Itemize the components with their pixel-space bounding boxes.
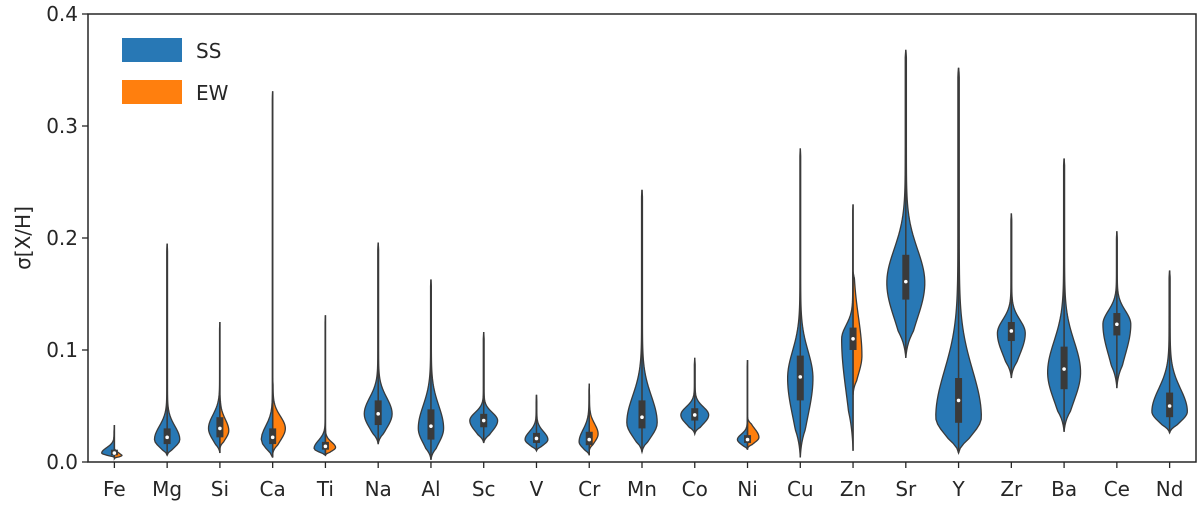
x-tick-label-sc: Sc: [472, 477, 496, 501]
median-dot-fe: [112, 451, 117, 455]
legend-label-ew: EW: [196, 81, 229, 105]
legend-swatch-ew: [122, 80, 182, 104]
x-tick-label-ce: Ce: [1104, 477, 1130, 501]
x-tick-label-al: Al: [421, 477, 440, 501]
x-axis: Fe Mg Si Ca Ti Na Al Sc V Cr Mn Co Ni Cu Zn Sr Y Zr Ba Ce Nd: [103, 462, 1183, 501]
plot-frame: [87, 13, 1197, 463]
violin-na: [363, 242, 393, 445]
median-dot-mn: [640, 415, 644, 420]
violins-group: [101, 49, 1188, 461]
y-tick-label: 0.0: [46, 450, 78, 474]
median-dot-sc: [481, 418, 486, 423]
violin-zr: [996, 213, 1026, 379]
x-tick-label-mg: Mg: [152, 477, 182, 501]
x-tick-label-cu: Cu: [787, 477, 814, 501]
median-dot-si: [218, 426, 222, 431]
median-dot-ba: [1062, 367, 1066, 371]
violin-y: [935, 67, 982, 456]
violin-fe: [101, 425, 123, 461]
violin-ew-zn: [852, 271, 863, 395]
x-tick-label-ti: Ti: [316, 477, 334, 501]
median-dot-mg: [165, 435, 169, 440]
median-dot-y: [956, 398, 961, 403]
median-dot-ca: [270, 435, 275, 440]
median-dot-cr: [587, 437, 592, 442]
violin-ce: [1102, 231, 1132, 389]
x-tick-label-sr: Sr: [895, 477, 917, 501]
x-tick-label-ba: Ba: [1051, 477, 1077, 501]
violin-v: [524, 394, 549, 453]
x-tick-label-si: Si: [211, 477, 229, 501]
x-tick-label-y: Y: [951, 477, 965, 501]
y-tick-label: 0.1: [46, 338, 78, 362]
median-dot-sr: [904, 279, 908, 284]
iqr-box-mn: [638, 400, 646, 429]
violin-sr: [886, 49, 926, 358]
violin-nd: [1151, 270, 1188, 435]
violin-mg: [153, 243, 181, 457]
x-tick-label-na: Na: [365, 477, 392, 501]
violin-ni: [736, 360, 760, 450]
median-dot-ce: [1115, 322, 1119, 327]
legend-swatch-ss: [122, 38, 182, 62]
y-tick-label: 0.3: [46, 114, 78, 138]
violin-sc: [469, 332, 499, 444]
violin-cr: [578, 383, 599, 456]
median-dot-na: [376, 412, 380, 416]
iqr-box-sr: [902, 254, 910, 300]
y-tick-label: 0.2: [46, 226, 78, 250]
violin-ba: [1046, 158, 1082, 432]
median-dot-v: [534, 436, 539, 441]
x-tick-label-fe: Fe: [103, 477, 126, 501]
median-dot-cu: [798, 375, 803, 379]
violin-ti: [313, 315, 337, 457]
x-tick-label-zr: Zr: [1000, 477, 1023, 501]
x-tick-label-zn: Zn: [840, 477, 866, 501]
legend: SS EW: [122, 38, 229, 105]
violin-ca: [260, 91, 286, 458]
x-tick-label-co: Co: [682, 477, 708, 501]
median-dot-co: [692, 413, 697, 417]
median-dot-zr: [1009, 329, 1014, 333]
median-dot-ni: [745, 437, 750, 442]
median-dot-nd: [1167, 404, 1172, 408]
median-dot-ti: [323, 444, 328, 449]
violin-si: [207, 321, 230, 454]
violin-zn: [840, 204, 863, 451]
y-tick-label: 0.4: [46, 2, 78, 26]
median-dot-al: [429, 424, 433, 428]
x-tick-label-nd: Nd: [1156, 477, 1184, 501]
x-tick-label-mn: Mn: [627, 477, 657, 501]
violin-al: [417, 279, 445, 460]
x-tick-label-ni: Ni: [737, 477, 758, 501]
violin-mn: [626, 189, 658, 455]
x-tick-label-cr: Cr: [578, 477, 601, 501]
x-tick-label-v: V: [530, 477, 544, 501]
y-axis: 0.0 0.1 0.2 0.3 0.4: [46, 2, 88, 474]
legend-label-ss: SS: [196, 39, 221, 63]
y-axis-label: σ[X/H]: [11, 206, 35, 270]
median-dot-zn: [851, 337, 855, 341]
violin-co: [680, 357, 710, 437]
x-tick-label-ca: Ca: [260, 477, 286, 501]
violin-cu: [786, 148, 814, 458]
